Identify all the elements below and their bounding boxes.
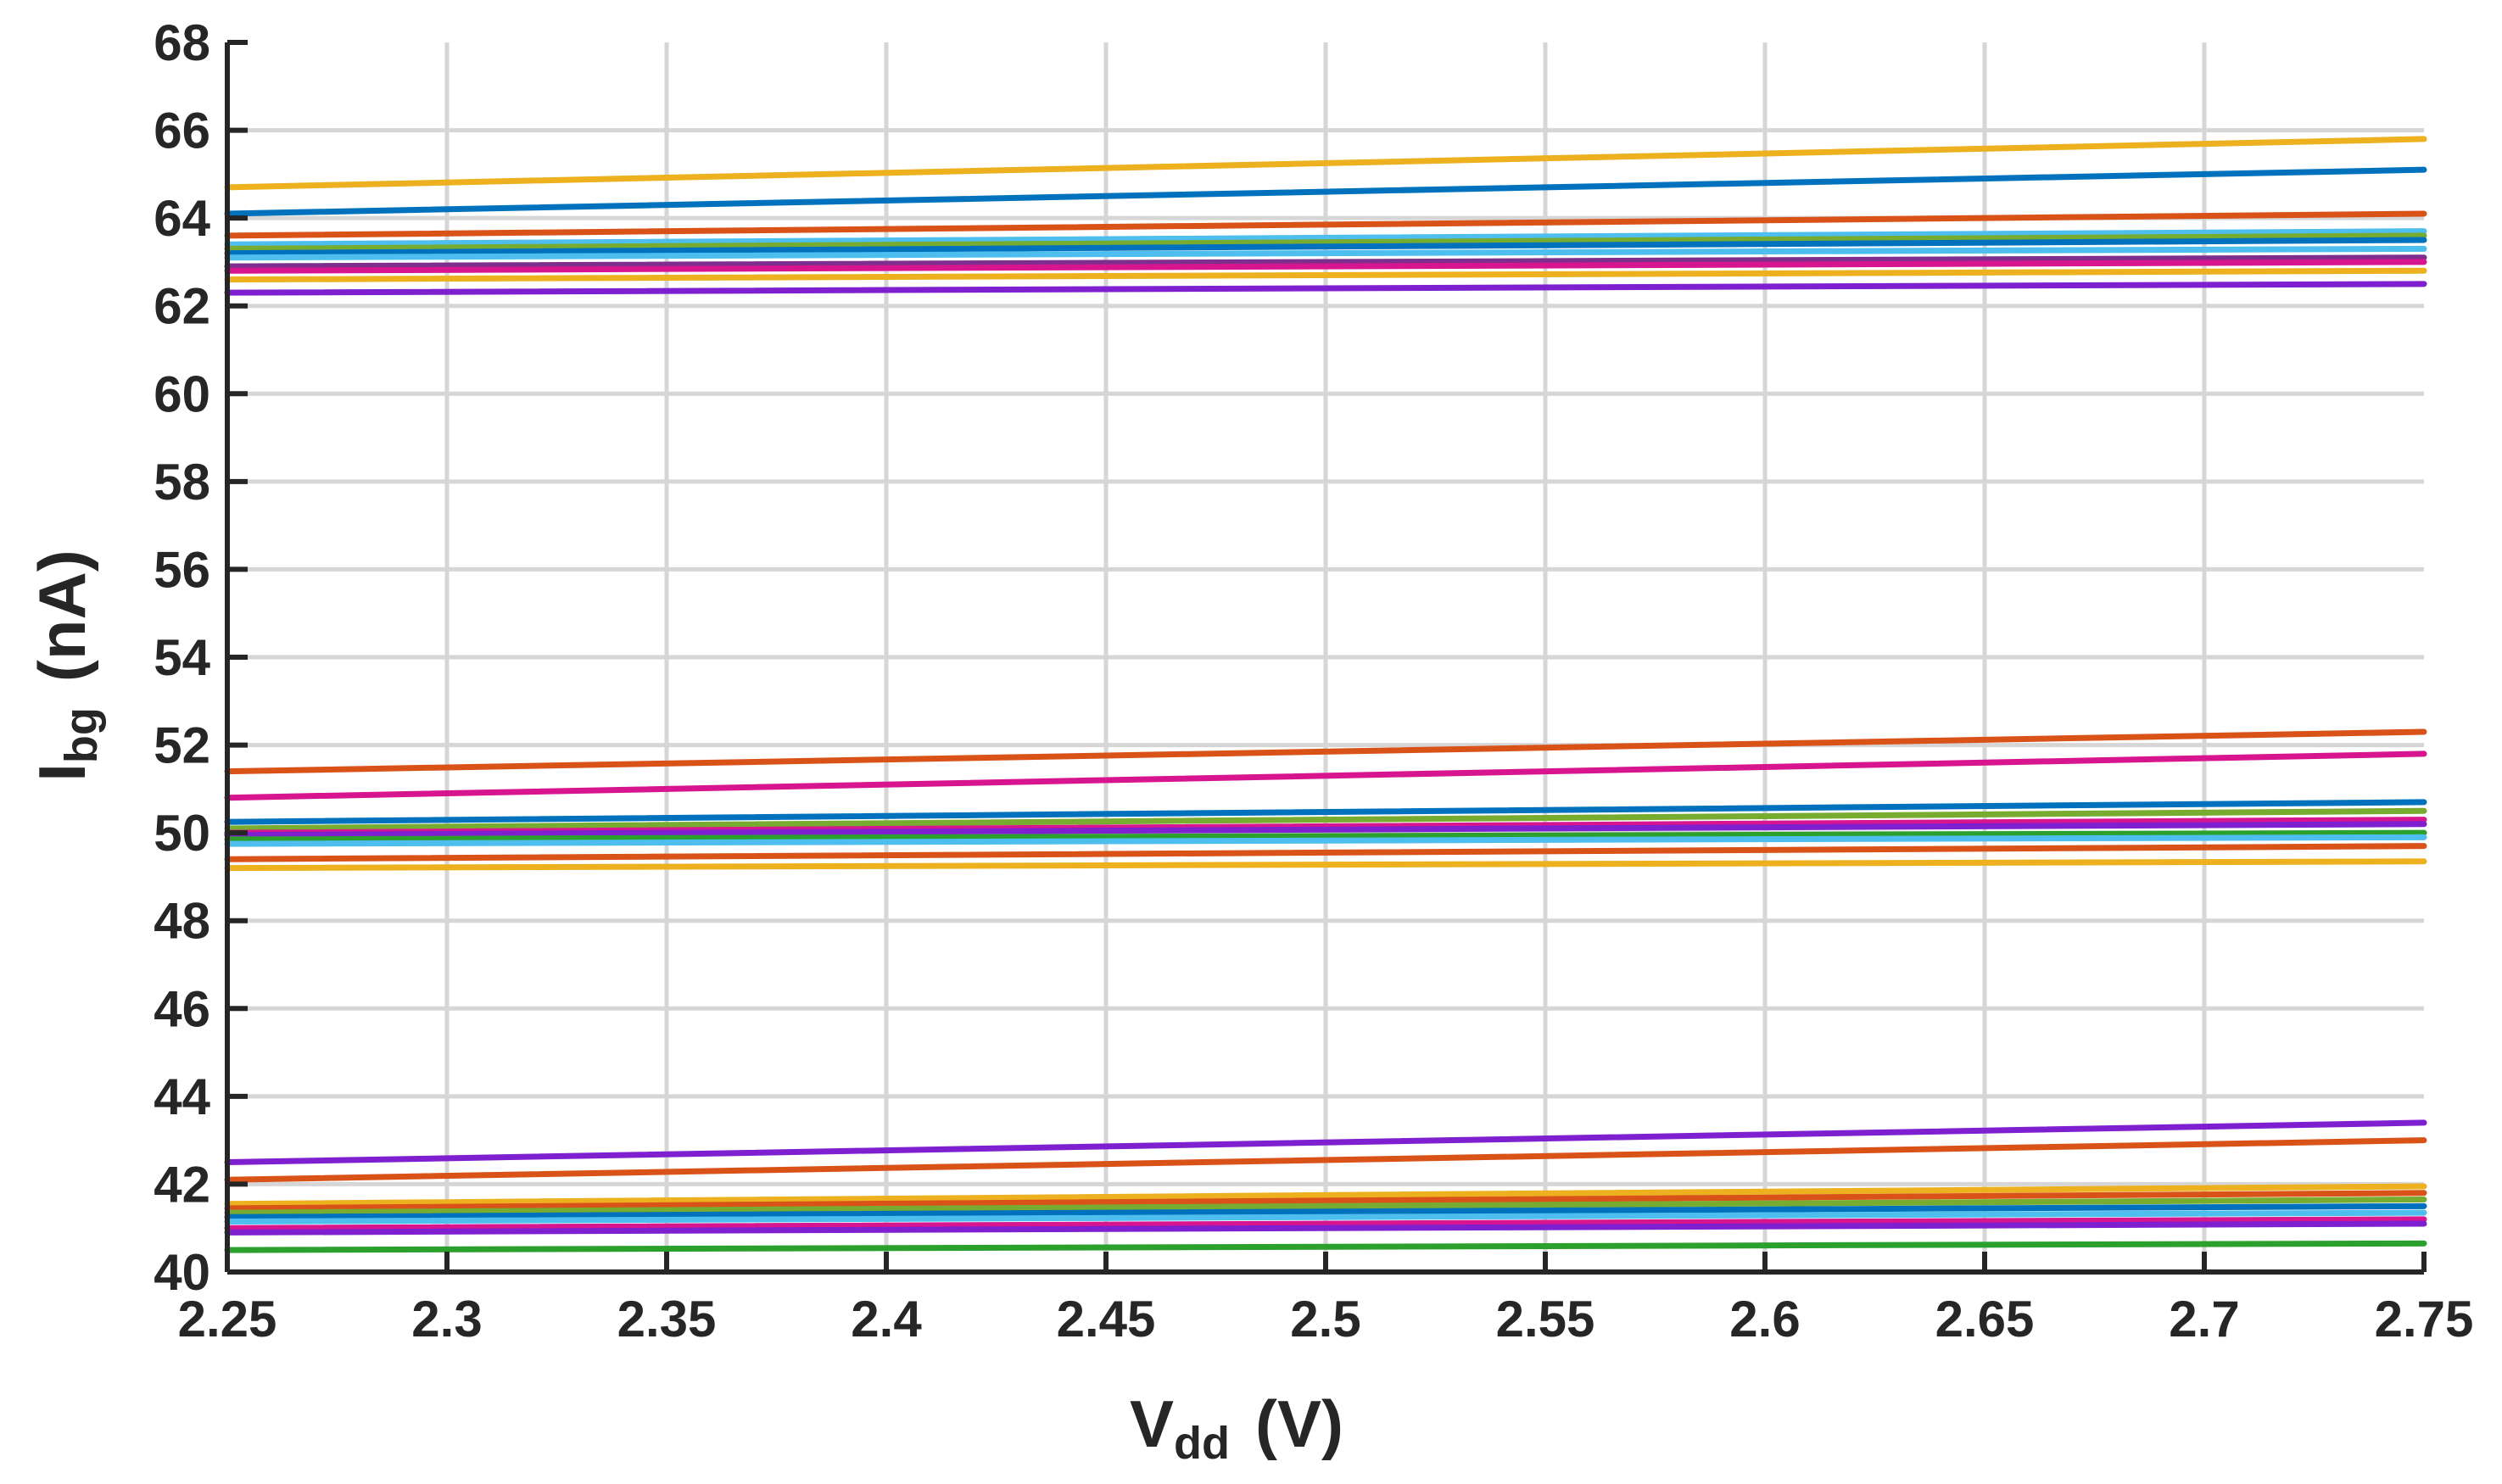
x-tick-label-6: 2.55 xyxy=(1496,1291,1595,1347)
series-line-s14 xyxy=(224,799,2427,825)
series-line-s05 xyxy=(224,232,2427,252)
series-line-s15 xyxy=(224,807,2427,832)
y-tick-label-11: 62 xyxy=(154,278,210,335)
series-line-s30 xyxy=(224,1220,2427,1236)
y-tick-label-3: 46 xyxy=(154,980,210,1037)
series-lines xyxy=(224,136,2427,1253)
series-line-s17 xyxy=(224,821,2427,839)
x-axis-title: Vdd (V) xyxy=(1130,1386,1343,1469)
x-tick-label-7: 2.6 xyxy=(1729,1291,1800,1347)
y-axis-title-sub: bg xyxy=(56,707,107,763)
series-line-s29 xyxy=(224,1216,2427,1231)
axes xyxy=(225,40,2427,1275)
x-tick-label-0: 2.25 xyxy=(178,1291,277,1347)
x-tick-label-2: 2.35 xyxy=(617,1291,717,1347)
y-axis-title: Ibg (nA) xyxy=(25,550,107,782)
y-tick-label-14: 68 xyxy=(154,14,210,71)
series-line-s20 xyxy=(224,843,2427,862)
series-line-s01 xyxy=(224,136,2427,191)
x-tick-label-1: 2.3 xyxy=(411,1291,482,1347)
x-tick-label-8: 2.65 xyxy=(1935,1291,2035,1347)
x-tick-label-4: 2.45 xyxy=(1057,1291,1156,1347)
x-axis-title-unit: (V) xyxy=(1255,1386,1343,1461)
y-tick-label-7: 54 xyxy=(154,629,210,686)
series-line-s04 xyxy=(224,228,2427,248)
y-tick-label-9: 58 xyxy=(154,454,210,510)
x-axis-title-main: V xyxy=(1130,1386,1174,1461)
series-line-s27 xyxy=(224,1202,2427,1220)
series-line-s10 xyxy=(224,267,2427,283)
y-axis-title-main: I xyxy=(25,763,99,782)
series-line-s22 xyxy=(224,1119,2427,1166)
y-tick-label-8: 56 xyxy=(154,541,210,598)
series-line-s02 xyxy=(224,166,2427,217)
series-line-s24 xyxy=(224,1183,2427,1208)
series-line-s07 xyxy=(224,245,2427,261)
series-line-s28 xyxy=(224,1209,2427,1225)
x-tick-label-3: 2.4 xyxy=(851,1291,922,1347)
series-line-s03 xyxy=(224,210,2427,239)
x-tick-labels: 2.25 2.3 2.35 2.4 2.45 2.5 2.55 2.6 2.65 2.7 2.75 xyxy=(178,1291,2474,1347)
series-line-s06 xyxy=(224,237,2427,257)
y-tick-label-10: 60 xyxy=(154,365,210,422)
y-tick-label-1: 42 xyxy=(154,1156,210,1213)
y-tick-label-2: 44 xyxy=(154,1068,210,1125)
series-line-s25 xyxy=(224,1190,2427,1212)
x-tick-label-10: 2.75 xyxy=(2375,1291,2474,1347)
y-tick-label-13: 66 xyxy=(154,103,210,159)
y-tick-label-12: 64 xyxy=(154,190,210,247)
series-line-s21 xyxy=(224,858,2427,872)
series-line-s31 xyxy=(224,1240,2427,1253)
series-line-s12 xyxy=(224,728,2427,775)
x-tick-label-9: 2.7 xyxy=(2169,1291,2239,1347)
series-line-s26 xyxy=(224,1197,2427,1216)
y-tick-label-5: 50 xyxy=(154,805,210,862)
y-tick-labels: 40 42 44 46 48 50 52 54 56 58 60 62 64 66 68 xyxy=(154,14,210,1301)
x-axis-title-sub: dd xyxy=(1174,1418,1230,1469)
x-tick-label-5: 2.5 xyxy=(1290,1291,1360,1347)
series-line-s19 xyxy=(224,834,2427,847)
series-line-s09 xyxy=(224,259,2427,274)
series-line-s18 xyxy=(224,829,2427,843)
series-line-s11 xyxy=(224,281,2427,296)
y-tick-label-0: 40 xyxy=(154,1244,210,1301)
y-axis-title-unit: (nA) xyxy=(25,550,99,682)
series-line-s23 xyxy=(224,1137,2427,1183)
y-tick-label-4: 48 xyxy=(154,893,210,950)
series-line-s08 xyxy=(224,254,2427,270)
series-line-s13 xyxy=(224,750,2427,801)
y-tick-label-6: 52 xyxy=(154,717,210,774)
